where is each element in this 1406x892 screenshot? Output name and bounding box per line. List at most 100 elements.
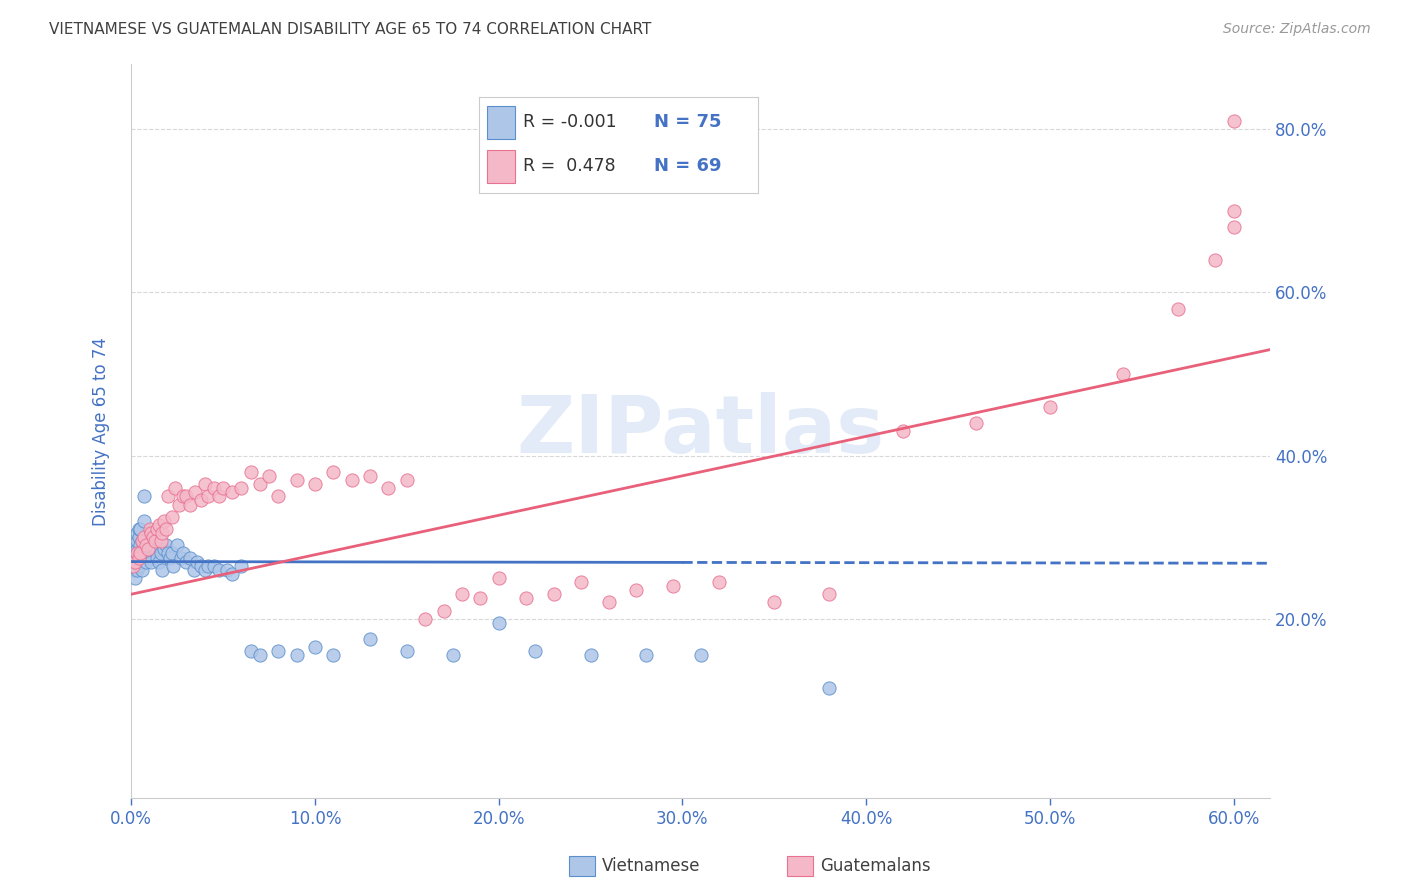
Point [221,566,243,581]
Point [197,558,219,573]
Point [239,465,262,479]
Point [359,469,381,483]
Point [136,542,159,557]
Point [1112,367,1135,381]
Point [1222,220,1244,235]
Point [165,481,187,495]
Point [174,489,197,503]
Point [891,424,914,438]
Point [231,481,253,495]
Point [249,477,271,491]
Point [146,522,169,536]
Point [125,526,148,541]
Point [138,550,160,565]
Point [515,591,537,606]
Point [1039,400,1062,414]
Point [142,530,165,544]
Point [197,489,219,503]
Point [125,563,148,577]
Y-axis label: Disability Age 65 to 74: Disability Age 65 to 74 [93,336,110,525]
Point [170,550,193,565]
Point [212,481,235,495]
Point [569,574,592,589]
Point [1222,203,1244,218]
Point [128,546,150,560]
Point [124,555,146,569]
Point [689,648,711,663]
Point [257,469,280,483]
Point [285,473,308,487]
Point [1222,114,1244,128]
Point [524,644,547,658]
Point [543,587,565,601]
Point [141,526,163,541]
Point [488,615,510,630]
Point [194,477,217,491]
Point [167,498,190,512]
Point [122,563,145,577]
Point [132,530,155,544]
Point [155,522,177,536]
Point [129,538,152,552]
Point [129,522,152,536]
Point [208,489,231,503]
Text: Vietnamese: Vietnamese [602,857,700,875]
Point [135,555,157,569]
Point [156,489,179,503]
Point [148,555,170,569]
Point [128,550,150,565]
Point [128,558,150,573]
Point [395,473,418,487]
Point [359,632,381,646]
Text: Source: ZipAtlas.com: Source: ZipAtlas.com [1223,22,1371,37]
Point [125,546,148,560]
Point [174,555,197,569]
Point [160,546,183,560]
Point [125,550,148,565]
Text: ZIPatlas: ZIPatlas [516,392,884,470]
Point [194,563,217,577]
Point [221,485,243,500]
Point [579,648,602,663]
Point [172,489,194,503]
Point [156,546,179,560]
Point [1167,301,1189,316]
Text: Guatemalans: Guatemalans [820,857,931,875]
Point [124,571,146,585]
Point [172,546,194,560]
Point [136,534,159,549]
Point [166,538,188,552]
Point [149,546,172,560]
Point [131,534,153,549]
Point [179,498,201,512]
Text: VIETNAMESE VS GUATEMALAN DISABILITY AGE 65 TO 74 CORRELATION CHART: VIETNAMESE VS GUATEMALAN DISABILITY AGE … [49,22,651,37]
Point [626,583,648,598]
Point [135,538,157,552]
Point [488,571,510,585]
Point [128,530,150,544]
Point [239,644,262,658]
Point [138,522,160,536]
Point [304,640,326,655]
Point [131,534,153,549]
Point [124,563,146,577]
Point [124,546,146,560]
Point [190,493,212,508]
Point [152,526,174,541]
Point [186,555,208,569]
Point [183,563,205,577]
Point [162,558,184,573]
Point [131,563,153,577]
Point [132,489,155,503]
Point [146,550,169,565]
Point [153,542,176,557]
Point [202,481,225,495]
Point [131,546,153,560]
Point [598,595,620,609]
Point [143,534,166,549]
Point [148,517,170,532]
Point [441,648,464,663]
Point [249,648,271,663]
Point [135,546,157,560]
Point [184,485,207,500]
